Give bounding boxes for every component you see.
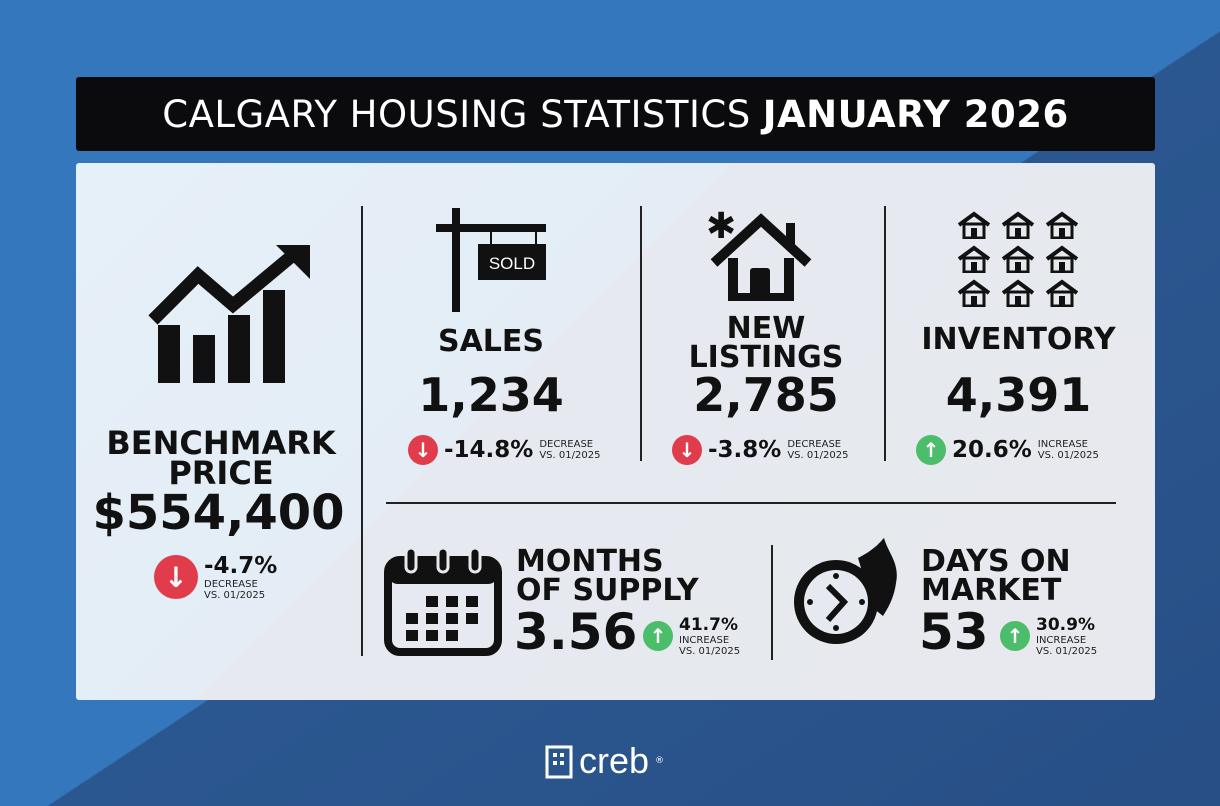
calendar-icon xyxy=(384,546,502,656)
house-icon xyxy=(957,245,991,273)
arrow-up-icon: ↑ xyxy=(1000,621,1030,651)
title-main: CALGARY HOUSING STATISTICS xyxy=(162,92,751,136)
change-direction: INCREASE xyxy=(1037,439,1088,450)
change-vs: VS. 01/2025 xyxy=(679,646,741,657)
divider xyxy=(361,206,363,656)
change-vs: VS. 01/2025 xyxy=(787,450,849,461)
sales-label: SALES xyxy=(437,324,545,359)
change-pct: -4.7% xyxy=(204,553,278,579)
house-icon xyxy=(1045,245,1079,273)
arrow-down-icon: ↓ xyxy=(408,435,438,465)
houses-grid-icon xyxy=(956,211,1082,307)
dom-label: DAYS ON xyxy=(921,544,1071,579)
house-icon xyxy=(1001,245,1035,273)
new-house-icon: ✱ xyxy=(706,208,812,301)
new-listings-label: LISTINGS xyxy=(688,339,844,375)
house-icon xyxy=(957,279,991,307)
change-direction: INCREASE xyxy=(679,635,730,646)
change-vs: VS. 01/2025 xyxy=(539,450,601,461)
inventory-label: INVENTORY xyxy=(921,322,1116,357)
months-supply-label: OF SUPPLY xyxy=(516,572,699,608)
creb-logo: creb ® xyxy=(545,740,664,782)
change-direction: DECREASE xyxy=(204,579,258,590)
growth-chart-icon xyxy=(148,245,310,383)
registered-mark: ® xyxy=(655,756,665,766)
inventory-value: 4,391 xyxy=(945,368,1092,422)
house-icon xyxy=(1045,211,1079,239)
new-listings-change: ↓ -3.8% DECREASE VS. 01/2025 xyxy=(672,435,848,465)
house-icon xyxy=(1045,279,1079,307)
page-title: CALGARY HOUSING STATISTICS JANUARY 2026 xyxy=(76,77,1155,151)
sold-sign-icon: SOLD xyxy=(436,208,546,312)
benchmark-value: $554,400 xyxy=(92,485,345,541)
brand-name: creb xyxy=(579,740,650,781)
change-direction: DECREASE xyxy=(787,439,842,450)
house-icon xyxy=(1001,279,1035,307)
sales-change: ↓ -14.8% DECREASE VS. 01/2025 xyxy=(408,435,600,465)
divider xyxy=(386,502,1116,504)
new-listings-value: 2,785 xyxy=(693,368,839,422)
divider xyxy=(771,545,773,660)
benchmark-label: BENCHMARK xyxy=(106,424,336,462)
months-supply-change: ↑ 41.7% INCREASE VS. 01/2025 xyxy=(643,615,740,657)
sales-value: 1,234 xyxy=(418,368,564,422)
house-icon xyxy=(1001,211,1035,239)
sold-text: SOLD xyxy=(489,254,535,273)
months-supply-label: MONTHS xyxy=(516,544,664,579)
change-vs: VS. 01/2025 xyxy=(1037,450,1099,461)
change-pct: -14.8% xyxy=(444,437,534,463)
new-listings-label: NEW xyxy=(726,311,806,346)
change-pct: -3.8% xyxy=(708,437,782,463)
benchmark-change: ↓ -4.7% DECREASE VS. 01/2025 xyxy=(154,553,277,601)
dom-change: ↑ 30.9% INCREASE VS. 01/2025 xyxy=(1000,615,1097,657)
months-supply-value: 3.56 xyxy=(514,603,638,661)
change-vs: VS. 01/2025 xyxy=(1036,646,1098,657)
title-period: JANUARY 2026 xyxy=(762,92,1069,136)
divider xyxy=(884,206,886,461)
svg-text:✱: ✱ xyxy=(706,208,736,247)
change-vs: VS. 01/2025 xyxy=(204,590,266,601)
arrow-up-icon: ↑ xyxy=(643,621,673,651)
arrow-up-icon: ↑ xyxy=(916,435,946,465)
inventory-change: ↑ 20.6% INCREASE VS. 01/2025 xyxy=(916,435,1099,465)
arrow-down-icon: ↓ xyxy=(154,555,198,599)
change-direction: INCREASE xyxy=(1036,635,1087,646)
building-logo-icon xyxy=(545,745,573,779)
house-icon xyxy=(957,211,991,239)
arrow-down-icon: ↓ xyxy=(672,435,702,465)
divider xyxy=(640,206,642,461)
dom-value: 53 xyxy=(919,603,989,661)
change-direction: DECREASE xyxy=(539,439,594,450)
benchmark-label: PRICE xyxy=(168,454,274,493)
stats-panel: BENCHMARK PRICE $554,400 ↓ -4.7% DECREASE V… xyxy=(76,163,1155,700)
change-pct: 41.7% xyxy=(679,615,738,635)
dom-label: MARKET xyxy=(921,572,1062,608)
fast-clock-icon xyxy=(794,538,897,644)
change-pct: 20.6% xyxy=(952,437,1032,463)
change-pct: 30.9% xyxy=(1036,615,1095,635)
